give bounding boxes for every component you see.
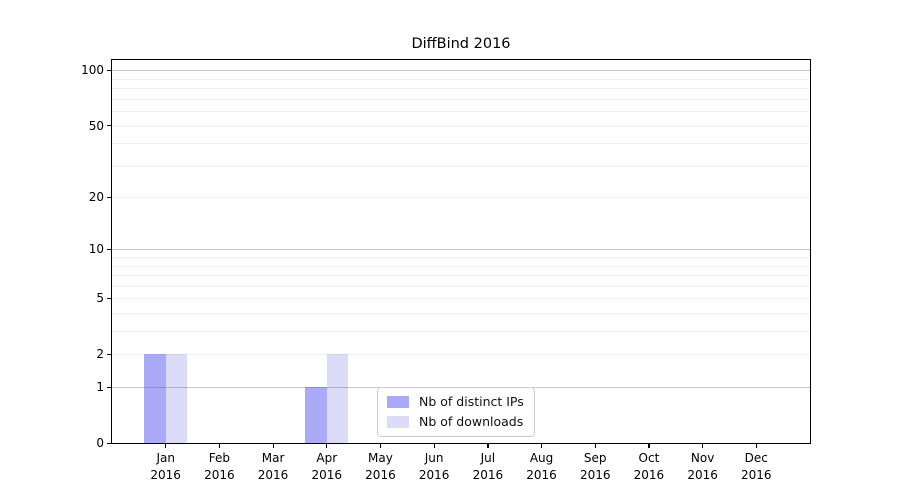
x-tick-label-feb: Feb 2016	[187, 450, 251, 483]
x-tick-mark-sep	[594, 444, 596, 448]
gridline-minor-60	[112, 111, 810, 113]
y-tick-mark-100	[107, 69, 111, 72]
x-tick-label-jun: Jun 2016	[402, 450, 466, 483]
y-tick-label-10: 10	[88, 242, 104, 257]
chart-title: DiffBind 2016	[411, 36, 511, 52]
gridline-major-100	[112, 70, 810, 72]
y-tick-label-20: 20	[88, 190, 104, 205]
y-tick-label-1: 1	[96, 380, 104, 395]
x-tick-label-oct: Oct 2016	[617, 450, 681, 483]
bar-nb-of-distinct-ips-jan	[144, 354, 166, 443]
x-tick-mark-jan	[165, 444, 167, 448]
bar-nb-of-downloads-apr	[326, 354, 349, 443]
gridline-minor-3	[112, 331, 810, 333]
x-tick-label-month: May	[368, 451, 393, 465]
x-tick-label-year: 2016	[311, 467, 343, 482]
legend-item-downloads: Nb of downloads	[387, 415, 524, 429]
x-tick-label-year: 2016	[418, 467, 450, 482]
gridline-minor-5	[112, 298, 810, 300]
x-tick-label-mar: Mar 2016	[241, 450, 305, 483]
y-tick-mark-2	[107, 353, 111, 355]
legend: Nb of distinct IPs Nb of downloads	[377, 387, 535, 437]
legend-label-downloads: Nb of downloads	[419, 414, 524, 429]
y-tick-label-0: 0	[96, 436, 104, 450]
y-tick-mark-1	[107, 386, 111, 388]
x-tick-label-month: Jun	[424, 451, 444, 465]
x-tick-label-year: 2016	[687, 467, 718, 482]
gridline-minor-2	[112, 354, 810, 356]
x-tick-label-month: Apr	[316, 451, 338, 465]
x-tick-mark-aug	[541, 444, 543, 448]
x-tick-label-year: 2016	[633, 467, 665, 482]
y-tick-mark-10	[107, 248, 111, 251]
x-tick-mark-may	[379, 444, 382, 448]
x-tick-label-month: Sep	[583, 451, 607, 465]
x-tick-label-year: 2016	[579, 467, 611, 482]
gridline-minor-80	[112, 88, 810, 90]
x-tick-label-jul: Jul 2016	[456, 450, 520, 483]
x-tick-label-month: Dec	[744, 451, 768, 465]
bar-nb-of-downloads-jan	[165, 354, 188, 443]
x-tick-mark-apr	[326, 444, 328, 448]
x-tick-label-jan: Jan 2016	[134, 450, 198, 483]
x-tick-label-month: Nov	[690, 451, 715, 465]
x-tick-mark-jul	[487, 444, 489, 448]
y-tick-mark-50	[107, 125, 111, 127]
x-tick-label-dec: Dec 2016	[724, 450, 788, 483]
x-tick-label-year: 2016	[204, 467, 235, 482]
legend-label-distinct-ips: Nb of distinct IPs	[419, 394, 524, 409]
x-tick-mark-nov	[702, 444, 704, 448]
x-tick-label-year: 2016	[472, 467, 504, 482]
gridline-major-10	[112, 249, 810, 251]
x-tick-label-may: May 2016	[348, 450, 412, 483]
y-tick-label-5: 5	[96, 291, 104, 306]
gridline-minor-30	[112, 165, 810, 167]
x-tick-label-month: Jul	[480, 451, 496, 465]
x-tick-label-month: Oct	[638, 451, 660, 465]
x-tick-label-month: Jan	[156, 451, 175, 465]
legend-swatch-distinct-ips	[387, 396, 409, 408]
x-tick-mark-feb	[218, 444, 221, 448]
legend-item-distinct-ips: Nb of distinct IPs	[387, 395, 524, 409]
x-tick-label-year: 2016	[257, 467, 289, 482]
gridline-minor-50	[112, 125, 810, 127]
y-tick-mark-20	[107, 196, 111, 198]
gridline-minor-8	[112, 265, 810, 267]
x-tick-mark-dec	[755, 444, 757, 448]
x-tick-mark-jun	[433, 444, 435, 448]
x-tick-label-year: 2016	[526, 467, 557, 482]
x-tick-label-year: 2016	[365, 467, 396, 482]
plot-area: Nb of distinct IPs Nb of downloads	[111, 59, 811, 444]
x-tick-label-month: Feb	[208, 451, 230, 465]
y-tick-label-100: 100	[81, 63, 104, 78]
gridline-minor-20	[112, 197, 810, 199]
x-tick-label-year: 2016	[741, 467, 772, 482]
y-tick-label-2: 2	[96, 347, 104, 362]
bar-nb-of-distinct-ips-apr	[305, 387, 327, 443]
gridline-minor-9	[112, 257, 810, 259]
y-tick-label-50: 50	[88, 118, 104, 133]
gridline-minor-6	[112, 285, 810, 287]
gridline-minor-40	[112, 143, 810, 145]
x-tick-label-sep: Sep 2016	[563, 450, 627, 483]
gridline-minor-70	[112, 98, 810, 100]
x-tick-label-month: Aug	[529, 451, 554, 465]
y-tick-mark-0	[107, 442, 111, 444]
x-tick-label-aug: Aug 2016	[510, 450, 574, 483]
y-tick-mark-5	[107, 297, 111, 300]
x-tick-label-nov: Nov 2016	[671, 450, 735, 483]
x-tick-label-month: Mar	[261, 451, 285, 465]
gridline-minor-7	[112, 275, 810, 277]
gridline-minor-90	[112, 78, 810, 80]
legend-swatch-downloads	[387, 416, 409, 428]
x-tick-mark-mar	[272, 444, 274, 448]
x-tick-mark-oct	[648, 444, 650, 448]
x-tick-label-year: 2016	[150, 467, 181, 482]
gridline-minor-4	[112, 313, 810, 315]
x-tick-label-apr: Apr 2016	[295, 450, 359, 483]
